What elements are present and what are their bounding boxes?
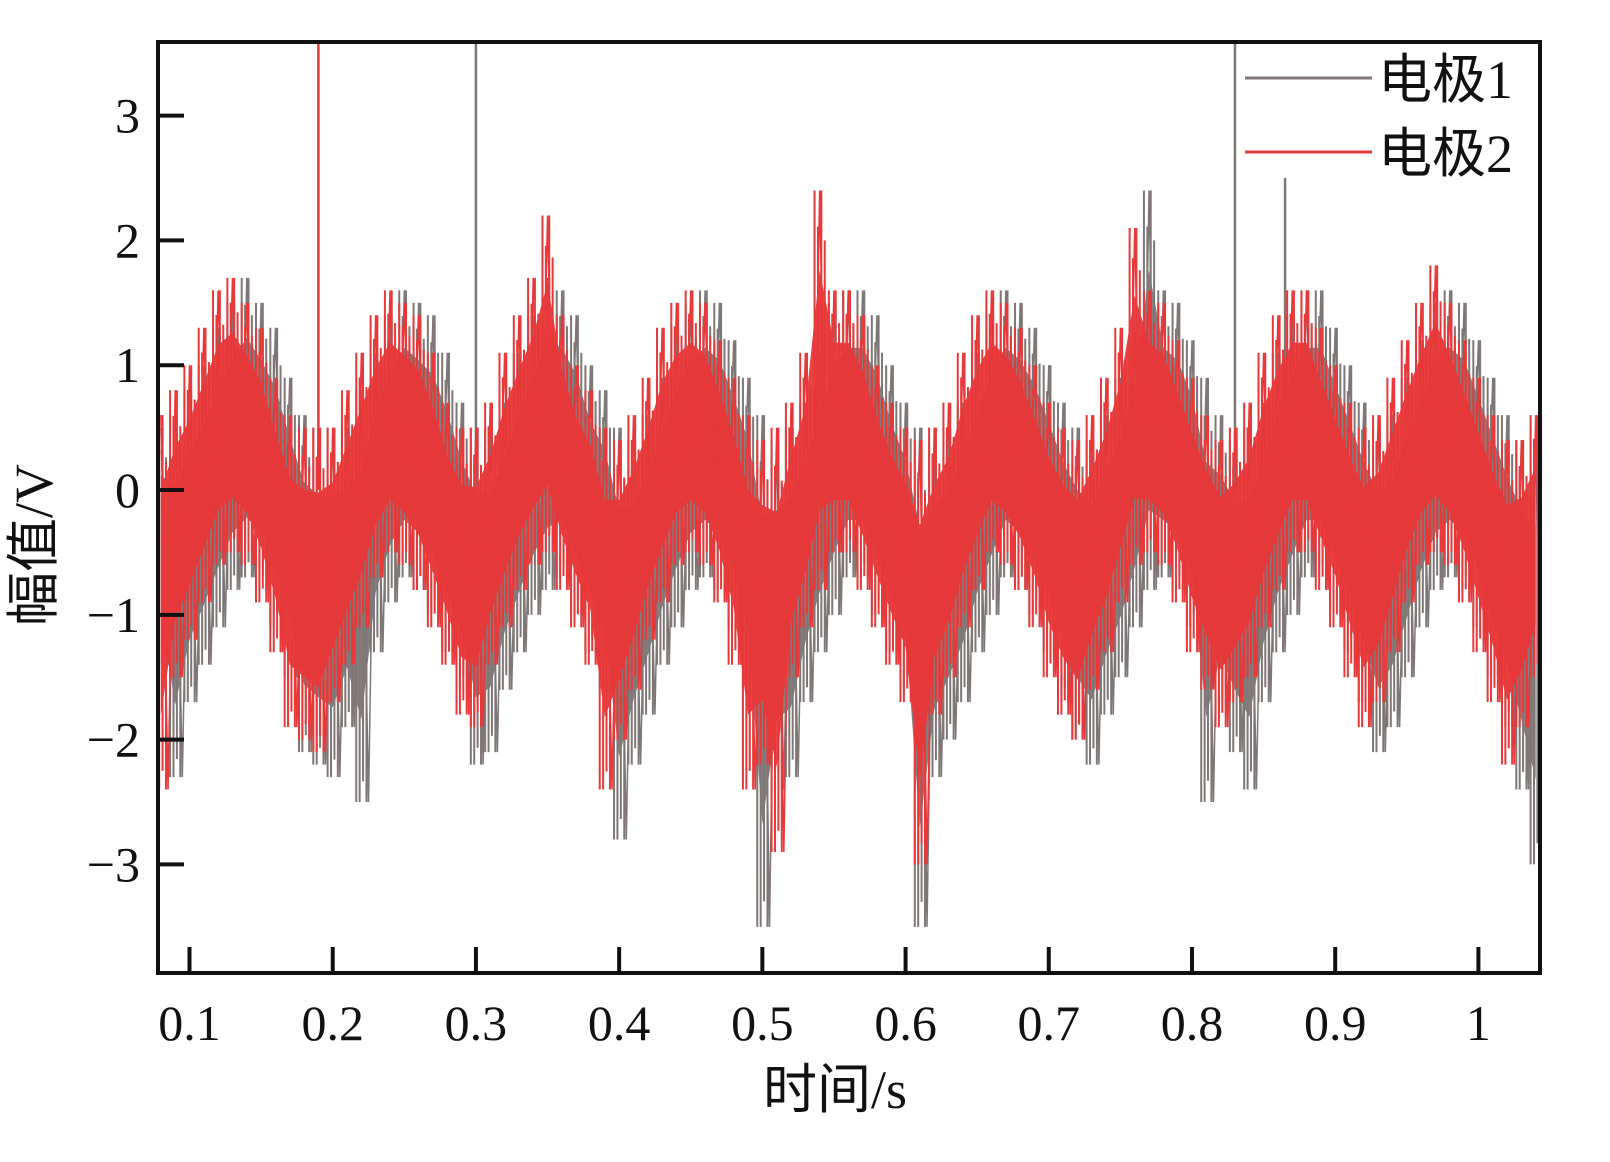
- y-axis: 3 2 1 0 −1 −2 −3: [87, 88, 184, 892]
- y-axis-title: 幅值/V: [4, 464, 64, 626]
- plot-frame: [156, 40, 1542, 975]
- y-tick-label: 0: [115, 462, 140, 518]
- series-2: [160, 44, 1538, 865]
- x-tick-label: 0.4: [588, 995, 651, 1051]
- legend-label-series-1: 电极1: [1378, 50, 1513, 110]
- x-tick-label: 1: [1466, 995, 1491, 1051]
- series-layer: [160, 44, 1538, 927]
- x-axis: 0.1 0.2 0.3 0.4 0.5 0.6 0.7 0.8 0.9 1: [158, 947, 1491, 1051]
- y-tick-label: 1: [115, 337, 140, 393]
- series-2-trace: [160, 190, 1538, 865]
- x-tick-label: 0.2: [301, 995, 364, 1051]
- x-tick-label: 0.9: [1304, 995, 1367, 1051]
- x-tick-label: 0.8: [1161, 995, 1224, 1051]
- x-axis-title: 时间/s: [763, 1060, 907, 1120]
- y-tick-label: 3: [115, 88, 140, 144]
- y-tick-label: −2: [87, 712, 140, 768]
- series-1-core-band: [160, 270, 1536, 827]
- y-tick-label: 2: [115, 212, 140, 268]
- series-2-core-band: [160, 270, 1536, 780]
- legend-label-series-2: 电极2: [1378, 124, 1513, 184]
- legend: 电极1 电极2: [1245, 50, 1513, 184]
- x-tick-label: 0.1: [158, 995, 221, 1051]
- x-tick-label: 0.5: [731, 995, 794, 1051]
- x-tick-label: 0.6: [874, 995, 937, 1051]
- y-tick-label: −3: [87, 836, 140, 892]
- x-tick-label: 0.3: [445, 995, 508, 1051]
- y-tick-label: −1: [87, 587, 140, 643]
- x-tick-label: 0.7: [1018, 995, 1081, 1051]
